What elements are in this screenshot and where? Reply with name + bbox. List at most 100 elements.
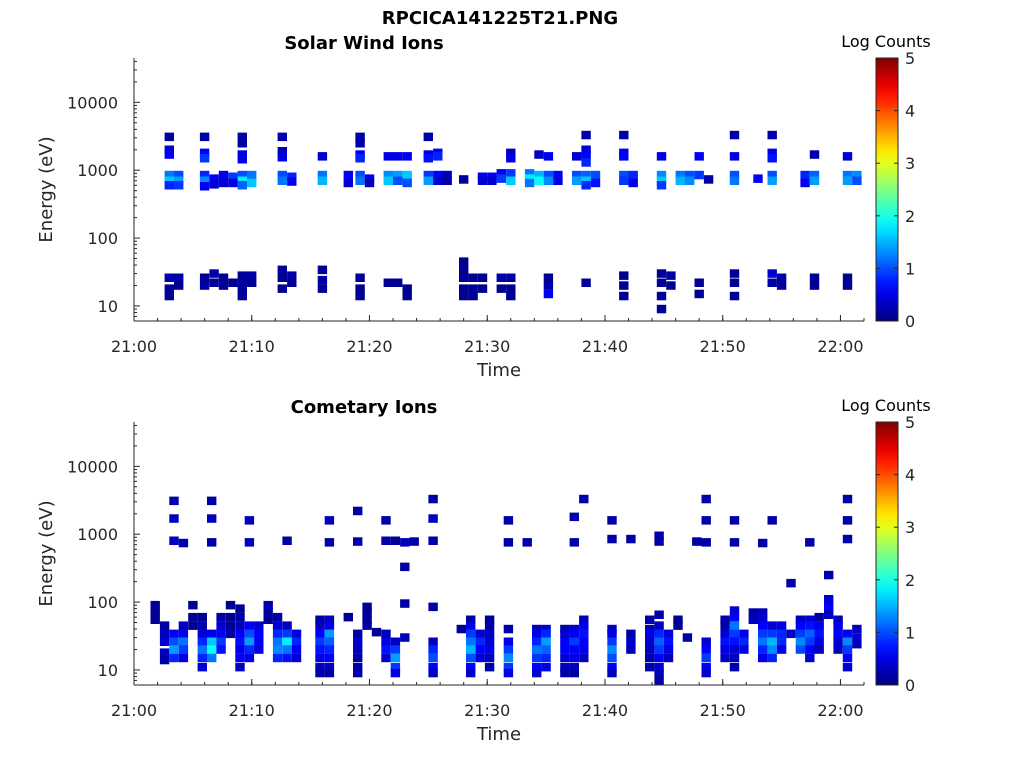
solar-wind-ions-cell xyxy=(433,176,443,185)
cometary-panel: 21:00 21:10 21:20 21:30 21:40 21:50 22:0010100… xyxy=(36,396,931,745)
solar-wind-ions-cell xyxy=(237,271,247,280)
cometary-ions-cell xyxy=(244,653,255,663)
solar-wind-ions-cell xyxy=(767,170,777,180)
cometary-ions-cell xyxy=(767,629,777,639)
solar-wind-ions-cell xyxy=(459,257,469,266)
cometary-ions-cell xyxy=(235,645,245,654)
cometary-ions-cell xyxy=(254,629,264,639)
cometary-ions-cell xyxy=(178,538,189,548)
cometary-ions-cell xyxy=(400,538,410,547)
cometary-ions-cell xyxy=(291,637,302,646)
cometary-ions-cell xyxy=(673,621,683,630)
solar-wind-ions-cell xyxy=(459,291,469,301)
cometary-ions-cell xyxy=(235,629,245,639)
cometary-ions-cell xyxy=(758,538,768,548)
solar-wind-ions-cell xyxy=(852,170,862,180)
cometary-ions-cell xyxy=(607,637,617,646)
solar-wind-ions-cell xyxy=(383,170,393,180)
solar-wind-ions-cell xyxy=(199,154,210,163)
solar-wind-ions-cell xyxy=(355,154,365,163)
cometary-ions-cell xyxy=(579,621,589,630)
cometary-ions-cell xyxy=(324,615,335,624)
cometary-ions-cell xyxy=(315,668,325,678)
cometary-ions-cell xyxy=(475,653,485,663)
solar-wind-ions-cell xyxy=(842,170,853,180)
cometary-ions-cell xyxy=(701,538,711,547)
cometary-ions-cell xyxy=(159,648,170,657)
figure-title: RPCICA141225T21.PNG xyxy=(382,8,618,29)
cometary-ions-cell xyxy=(197,645,207,654)
solar-wind-ions-cell xyxy=(729,291,740,301)
solar-wind-ions-cell xyxy=(287,271,297,280)
cometary-ions-cell xyxy=(569,538,579,547)
solar-wind-ions-cell xyxy=(355,170,365,180)
solar-wind-ions-cell xyxy=(852,176,862,185)
solar-wind-ions-cell xyxy=(393,170,403,180)
cometary-ions-cell xyxy=(560,668,570,678)
solar-wind-ions-cell xyxy=(506,148,516,158)
cometary-ions-cell xyxy=(207,538,217,547)
cometary-ions-cell xyxy=(532,624,542,634)
cometary-ions-cell xyxy=(720,645,730,654)
solar-wind-ions-cell xyxy=(199,170,210,180)
cometary-ions-cell xyxy=(466,637,476,646)
cometary-ions-cell xyxy=(645,615,655,624)
cometary-ions-cell xyxy=(169,645,179,654)
cometary-ions-cell xyxy=(353,653,363,663)
cometary-ions-cell xyxy=(607,534,617,544)
solar-wind-ions-cell xyxy=(237,155,247,164)
cometary-ions-cell xyxy=(626,637,636,646)
cometary-ions-colorbar-tick-label: 2 xyxy=(905,571,915,590)
cometary-ions-x-tick-label: 21:10 xyxy=(229,701,275,720)
cometary-ions-cell xyxy=(842,662,853,672)
cometary-ions-cell xyxy=(805,645,815,654)
solar-wind-ions-cell xyxy=(543,289,554,299)
cometary-ions-x-tick-label: 21:20 xyxy=(346,701,392,720)
cometary-ions-cell xyxy=(428,514,438,523)
solar-wind-ions-cell xyxy=(685,170,695,180)
cometary-ions-cell xyxy=(607,668,617,678)
cometary-ions-y-tick-label: 100 xyxy=(87,593,118,612)
solar-wind-ions-cell xyxy=(477,284,488,293)
cometary-ions-cell xyxy=(466,615,476,624)
cometary-ions-cell xyxy=(569,653,579,663)
cometary-ions-cell xyxy=(353,506,363,516)
cometary-ions-cell xyxy=(729,612,740,622)
solar-wind-ions-cell xyxy=(277,170,287,180)
cometary-ions-cell xyxy=(607,629,617,639)
cometary-ions-cell xyxy=(729,516,740,525)
cometary-ions-cell xyxy=(532,645,542,654)
solar-wind-ions-cell xyxy=(237,176,247,185)
cometary-ions-colorbar-tick-label: 1 xyxy=(905,623,915,642)
cometary-ions-cell xyxy=(758,621,768,630)
solar-wind-ions-cell xyxy=(729,176,740,185)
solar-wind-ions-x-tick-label: 21:00 xyxy=(111,337,157,356)
cometary-ions-cell xyxy=(786,578,796,588)
solar-wind-ions-cell xyxy=(619,281,629,290)
cometary-ions-cell xyxy=(663,629,674,639)
cometary-ions-cell xyxy=(739,629,749,639)
cometary-ions-cell xyxy=(532,662,542,672)
solar-wind-ions-cell xyxy=(317,275,328,285)
solar-wind-ions-cell xyxy=(729,130,740,140)
solar-wind-ions-title: Solar Wind Ions xyxy=(284,33,443,54)
cometary-ions-cell xyxy=(428,536,438,545)
solar-wind-ions-cell xyxy=(218,170,229,180)
cometary-ions-cell xyxy=(541,637,551,646)
cometary-ions-cell xyxy=(207,496,217,506)
cometary-ions-cell xyxy=(362,608,372,617)
solar-wind-ions-cell xyxy=(209,269,219,278)
cometary-ions-cell xyxy=(225,600,236,610)
cometary-ions-cell xyxy=(324,662,335,672)
solar-wind-ions-cell xyxy=(581,181,591,190)
cometary-ions-x-tick-label: 21:00 xyxy=(111,701,157,720)
solar-wind-ions-cell xyxy=(317,284,328,293)
solar-wind-ions-cell xyxy=(218,178,229,188)
cometary-ions-cell xyxy=(324,645,335,654)
solar-wind-ions-cell xyxy=(174,273,184,282)
cometary-ions-cell xyxy=(324,629,335,639)
solar-wind-ions-x-tick-label: 21:10 xyxy=(229,337,275,356)
cometary-ions-cell xyxy=(805,629,815,639)
solar-wind-ions-cell xyxy=(317,170,328,180)
cometary-ions-cell xyxy=(729,621,740,630)
